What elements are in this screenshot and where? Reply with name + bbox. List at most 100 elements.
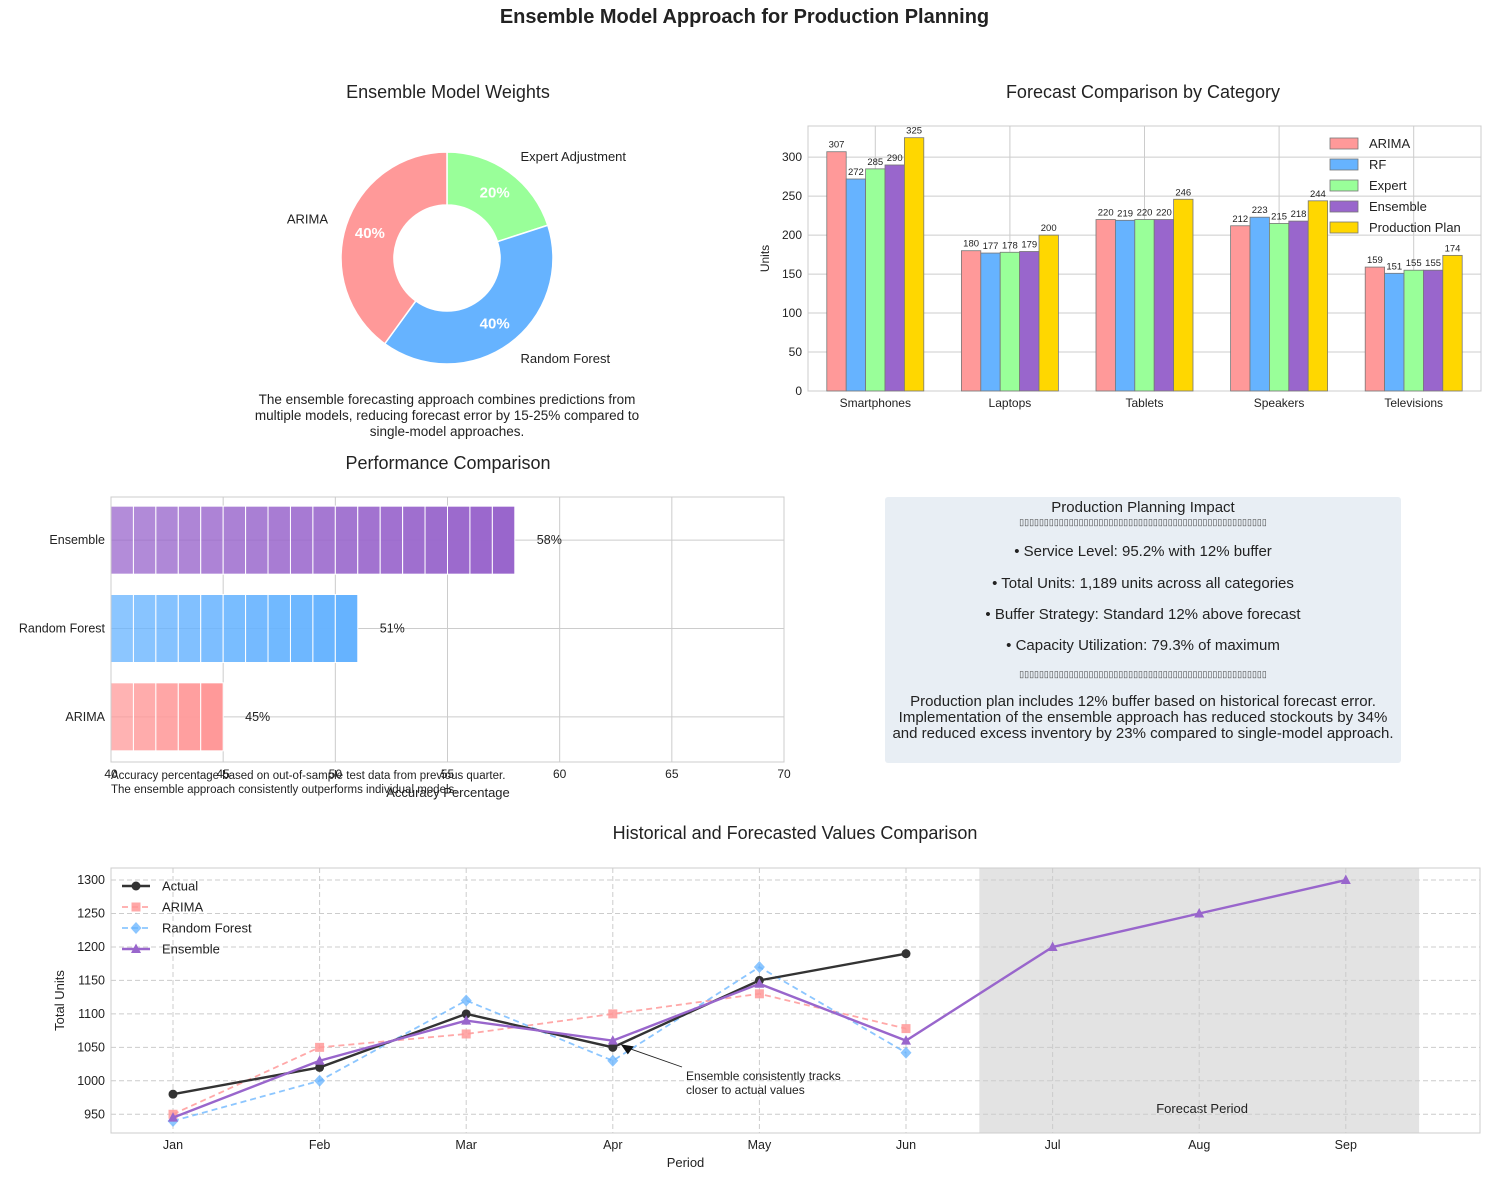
grouped-bar-chart: Forecast Comparison by Category 0 50 100 150… [758, 82, 1482, 410]
bar-value-label: 155 [1425, 258, 1441, 269]
main-title: Ensemble Model Approach for Production P… [499, 6, 990, 28]
pie-note: The ensemble forecasting approach combin… [254, 392, 640, 439]
data-point [315, 1042, 325, 1052]
perf-bar-segment [289, 594, 314, 663]
perf-bar-segment [491, 505, 516, 575]
bar-value-label: 215 [1271, 211, 1287, 222]
bar-value-label: 290 [887, 153, 903, 164]
pie-category-label: Expert Adjustment [521, 149, 627, 164]
perf-bar-segment [357, 505, 381, 575]
perf-value-label: 51% [380, 622, 405, 636]
x-tick-label: Jul [1045, 1138, 1061, 1152]
y-tick-label: 300 [782, 150, 802, 164]
perf-note: Accuracy percentage based on out-of-samp… [111, 769, 631, 797]
data-point [901, 949, 911, 959]
data-point [1194, 908, 1205, 918]
bar-value-label: 325 [906, 126, 922, 137]
perf-bar-segment [155, 594, 179, 663]
y-tick-label: ARIMA [65, 710, 105, 724]
perf-bar-segment [222, 594, 247, 663]
series-random-forest [167, 961, 912, 1127]
perf-bar-segment [132, 505, 157, 575]
data-point [1047, 941, 1058, 951]
series-line [172, 965, 907, 1122]
bar-value-label: 180 [963, 239, 979, 250]
perf-bar-segment [177, 505, 202, 575]
data-point [608, 1009, 618, 1019]
data-point [130, 922, 142, 934]
legend-entry: Random Forest [122, 921, 252, 936]
y-tick-label: 150 [782, 267, 802, 281]
legend-entry: ARIMA [122, 900, 204, 915]
legend-label: Production Plan [1369, 220, 1461, 235]
bar [1364, 266, 1386, 392]
y-tick-label: 200 [782, 228, 802, 242]
pie-value-label: 40% [480, 316, 510, 333]
bar [1384, 272, 1405, 392]
perf-bar-segment [200, 682, 224, 752]
data-point [314, 1074, 326, 1087]
line-chart-title: Historical and Forecasted Values Compari… [613, 823, 978, 843]
perf-note-line: The ensemble approach consistently outpe… [111, 784, 458, 796]
legend-label: RF [1369, 157, 1386, 172]
data-point [461, 1015, 472, 1025]
bar [1288, 220, 1309, 392]
bar-value-label: 159 [1367, 255, 1383, 266]
bar [960, 250, 982, 392]
data-point [168, 1089, 178, 1099]
data-point [461, 1009, 471, 1019]
bar-value-label: 174 [1445, 243, 1461, 254]
y-tick-label: 1050 [77, 1040, 105, 1054]
legend-label: Actual [162, 879, 198, 894]
bar-value-label: 285 [867, 157, 883, 168]
pie-value-label: 40% [355, 225, 385, 242]
bar-value-label: 272 [848, 167, 864, 178]
bar-value-label: 220 [1156, 208, 1172, 219]
perf-bar-segment [245, 505, 269, 575]
bar [845, 178, 866, 392]
data-point [753, 961, 765, 974]
perf-bar-segment [334, 505, 359, 575]
data-point [754, 989, 764, 999]
bar-value-label: 246 [1175, 187, 1191, 198]
perf-bar-segment [132, 682, 157, 752]
x-tick-label: 40 [104, 767, 118, 781]
perf-bar-segment [402, 505, 426, 575]
perf-bar-segment [469, 505, 493, 575]
legend-label: ARIMA [162, 900, 204, 915]
bar-value-label: 179 [1021, 239, 1037, 250]
bar [1269, 223, 1290, 392]
line-chart: Historical and Forecasted Values Compari… [52, 823, 1481, 1170]
legend-entry: Actual [122, 879, 198, 894]
perf-bar-segment [177, 594, 202, 663]
bar [1038, 234, 1059, 392]
bar [1095, 219, 1116, 392]
x-tick-label: 45 [216, 767, 230, 781]
x-tick-label: 50 [329, 767, 343, 781]
perf-bar-segment [132, 594, 157, 663]
y-tick-label: 1150 [78, 973, 105, 987]
impact-separator: ▯▯▯▯▯▯▯▯▯▯▯▯▯▯▯▯▯▯▯▯▯▯▯▯▯▯▯▯▯▯▯▯▯▯▯▯▯▯▯▯… [1019, 669, 1267, 679]
series-line [172, 992, 907, 1116]
annotation-text: Ensemble consistently tracks [686, 1069, 841, 1083]
impact-footer-line: Production plan includes 12% buffer base… [910, 693, 1376, 710]
pie-slice [383, 224, 554, 365]
series-arima [168, 989, 911, 1119]
impact-bullet: • Capacity Utilization: 79.3% of maximum [1006, 637, 1280, 654]
annotation-arrow [628, 1047, 683, 1068]
pie-slice [340, 151, 448, 345]
y-axis-label: Total Units [52, 970, 67, 1031]
x-tick-label: Feb [309, 1138, 331, 1152]
perf-bar-segment [110, 505, 134, 575]
y-tick-label: Ensemble [49, 533, 105, 547]
legend-swatch [1329, 179, 1359, 192]
perf-value-label: 45% [245, 710, 270, 724]
plot-frame [110, 867, 1481, 1134]
impact-footer-line: Implementation of the ensemble approach … [898, 709, 1388, 726]
perf-bar-segment [200, 594, 224, 663]
data-point [131, 881, 141, 891]
x-tick-label: Jan [163, 1138, 183, 1152]
perf-bar [110, 505, 516, 575]
data-point [901, 1024, 911, 1034]
bar [865, 168, 886, 392]
